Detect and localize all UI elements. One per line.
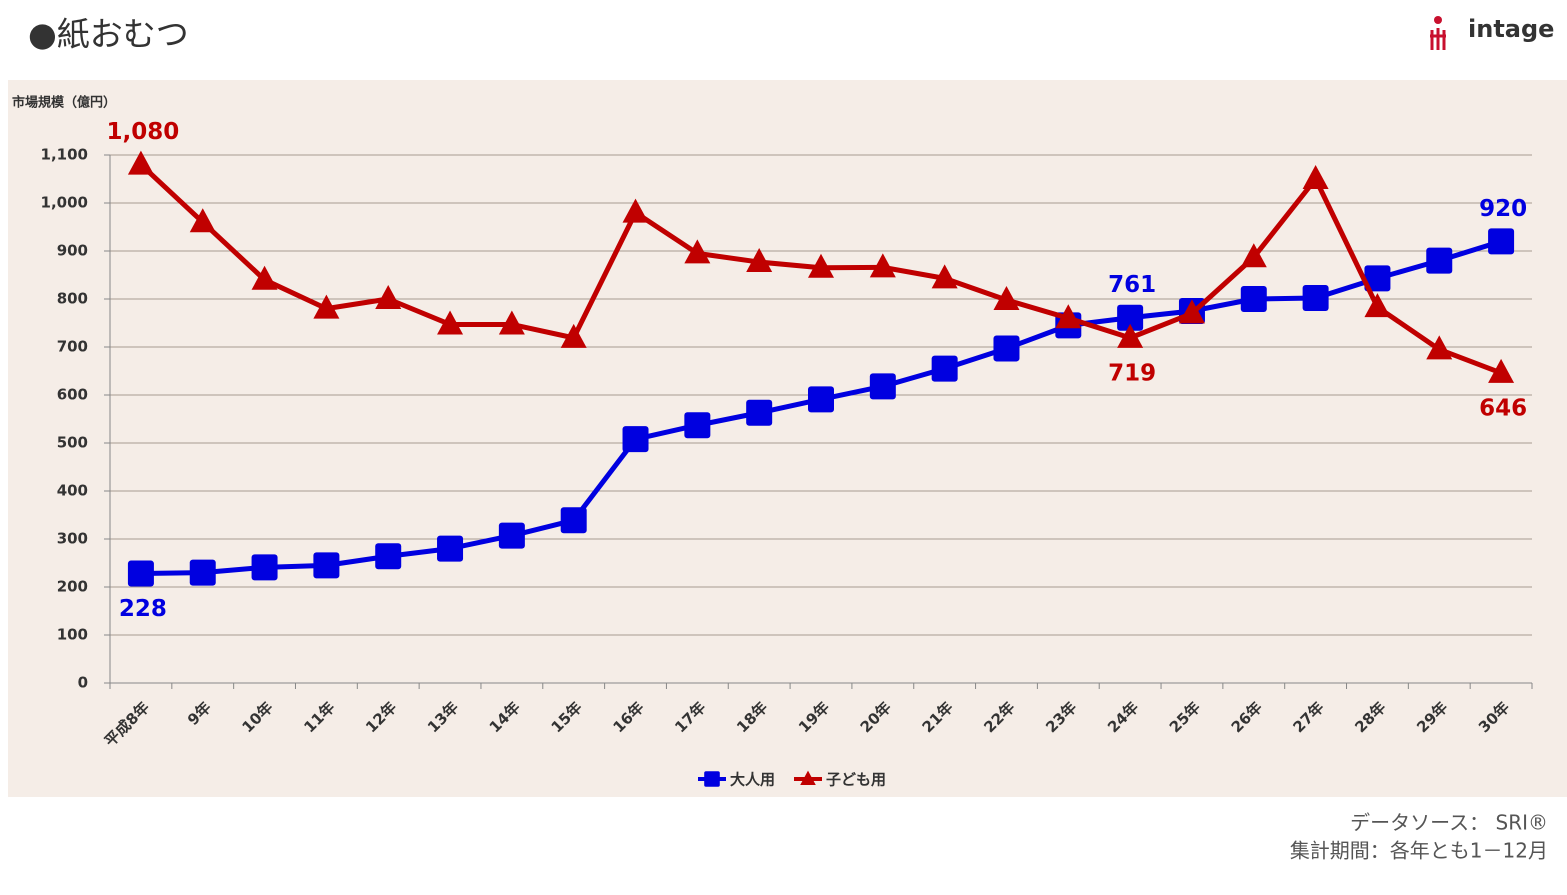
- data-label: 646: [1479, 395, 1527, 421]
- data-point: [869, 373, 896, 400]
- data-point: [189, 208, 216, 233]
- data-point: [560, 507, 587, 534]
- data-point: [993, 285, 1020, 310]
- data-point: [808, 253, 834, 278]
- data-point: [931, 264, 958, 289]
- y-tick-label: 500: [57, 434, 88, 452]
- data-point: [1302, 165, 1329, 189]
- data-point: [437, 310, 464, 335]
- data-point: [1302, 285, 1329, 312]
- data-point: [622, 198, 649, 223]
- data-point: [1240, 243, 1267, 268]
- y-tick-label: 900: [57, 242, 88, 260]
- y-tick-label: 800: [57, 290, 88, 308]
- page-title: ●紙おむつ: [28, 15, 189, 54]
- series: [127, 150, 1515, 383]
- data-point: [1240, 286, 1267, 312]
- y-axis-title: 市場規模（億円）: [12, 95, 116, 111]
- data-point: [746, 248, 773, 273]
- legend-marker: [800, 770, 816, 785]
- data-label: 228: [119, 596, 167, 622]
- y-tick-label: 1,000: [41, 194, 88, 212]
- data-point: [127, 560, 154, 587]
- data-point: [251, 554, 278, 581]
- data-point: [498, 522, 525, 549]
- data-label: 920: [1479, 196, 1527, 222]
- data-point: [375, 285, 402, 309]
- data-point: [869, 253, 896, 278]
- data-point: [498, 310, 525, 335]
- y-tick-label: 100: [57, 626, 88, 644]
- data-point: [251, 265, 278, 290]
- data-point: [1055, 304, 1082, 329]
- legend-marker: [704, 771, 720, 787]
- data-point: [189, 559, 216, 586]
- data-point: [622, 426, 649, 453]
- data-point: [993, 335, 1020, 362]
- data-point: [1426, 247, 1453, 274]
- chart-panel: [8, 80, 1567, 797]
- legend-label: 大人用: [730, 771, 775, 789]
- data-point: [1117, 323, 1144, 348]
- y-tick-label: 0: [78, 674, 88, 692]
- y-tick-label: 300: [57, 530, 88, 548]
- data-label: 761: [1108, 272, 1156, 298]
- data-point: [127, 150, 154, 175]
- y-tick-label: 600: [57, 386, 88, 404]
- data-point: [746, 399, 773, 426]
- y-tick-label: 200: [57, 578, 88, 596]
- period-note: 集計期間：各年とも1－12月: [1290, 839, 1548, 863]
- y-tick-label: 700: [57, 338, 88, 356]
- data-point: [560, 323, 587, 348]
- data-point: [375, 543, 402, 570]
- y-tick-label: 1,100: [41, 146, 88, 164]
- data-label: 1,080: [107, 119, 180, 145]
- data-point: [1488, 358, 1515, 383]
- y-tick-label: 400: [57, 482, 88, 500]
- data-point: [1364, 265, 1391, 292]
- data-point: [684, 412, 711, 439]
- data-point: [313, 552, 340, 579]
- data-point: [1178, 299, 1205, 324]
- data-point: [1364, 293, 1391, 318]
- data-point: [684, 239, 711, 264]
- data-label: 719: [1108, 360, 1156, 386]
- data-point: [1426, 335, 1453, 360]
- data-point: [808, 386, 834, 413]
- source-note: データソース： SRI®: [1350, 811, 1548, 835]
- data-point: [931, 355, 958, 382]
- logo-icon: [1430, 16, 1446, 50]
- data-point: [1117, 304, 1144, 331]
- logo-text: intage: [1468, 15, 1554, 43]
- legend-label: 子ども用: [826, 771, 886, 789]
- data-point: [437, 535, 464, 562]
- data-point: [313, 294, 340, 319]
- data-point: [1488, 228, 1515, 255]
